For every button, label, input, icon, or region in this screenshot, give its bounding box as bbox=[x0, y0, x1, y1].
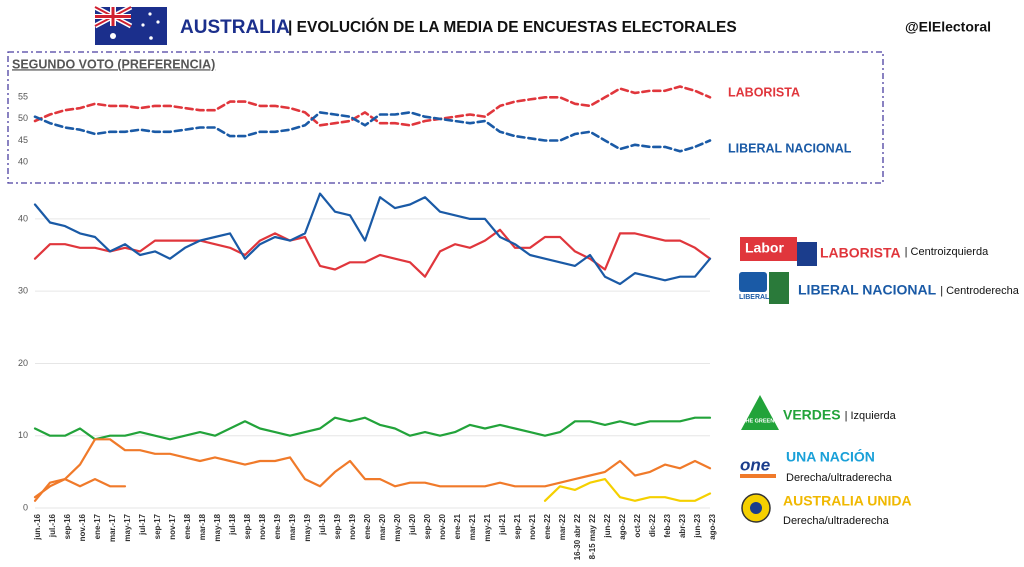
handle: @ElElectoral bbox=[905, 19, 991, 35]
x-tick-label: ene-22 bbox=[543, 513, 552, 539]
series-line bbox=[33, 85, 712, 127]
logo-one-nation: one bbox=[740, 455, 776, 478]
x-tick-label: jul-19 bbox=[318, 513, 327, 535]
x-tick-label: sep-16 bbox=[63, 513, 72, 539]
logo-bg bbox=[739, 272, 767, 292]
x-tick-label: ago-22 bbox=[618, 513, 627, 539]
x-tick-label: sep-21 bbox=[513, 513, 522, 539]
x-tick-label: jun-22 bbox=[603, 513, 612, 538]
series-line bbox=[33, 111, 712, 153]
x-tick-label: sep-20 bbox=[423, 513, 432, 539]
logo-text: LIBERAL bbox=[739, 294, 770, 301]
logo-text: one bbox=[740, 455, 770, 474]
logo-inner bbox=[750, 502, 762, 514]
x-tick-label: ene-19 bbox=[273, 513, 282, 539]
logo-text: THE GREENS bbox=[742, 418, 778, 424]
logo-bg bbox=[740, 237, 797, 261]
x-tick-label: nov-19 bbox=[348, 513, 357, 539]
x-tick-label: 16-30 abr 22 bbox=[573, 513, 582, 560]
x-tick-label: mar-21 bbox=[468, 513, 477, 540]
x-tick-label: mar.-17 bbox=[108, 513, 117, 542]
x-tick-label: dic-22 bbox=[648, 513, 657, 537]
legend-label: UNA NACIÓN bbox=[786, 448, 875, 465]
title-country: AUSTRALIA bbox=[180, 17, 290, 38]
logo-uap bbox=[741, 493, 771, 523]
logo-star-box bbox=[797, 242, 817, 266]
series-line bbox=[543, 478, 712, 502]
panel-frame bbox=[7, 51, 884, 184]
plots: 40 45 50 55 0 10 20 30 40 jun.-16 jul.-16 sep-16 nov… bbox=[18, 85, 1020, 560]
legend-label: AUSTRALIA UNIDA bbox=[783, 493, 912, 509]
y-tick-label: 30 bbox=[18, 286, 28, 296]
x-tick-label: nov.-16 bbox=[78, 513, 87, 541]
x-tick-label: nov-20 bbox=[438, 513, 447, 539]
y-tick-label: 45 bbox=[18, 135, 28, 145]
x-tick-label: mar-20 bbox=[378, 513, 387, 540]
x-tick-label: may-19 bbox=[303, 513, 312, 541]
x-tick-label: jul-17 bbox=[138, 513, 147, 535]
x-tick-label: may-20 bbox=[393, 513, 402, 541]
logo-lnp bbox=[769, 272, 789, 304]
y-tick-label: 40 bbox=[18, 213, 28, 223]
logo-bar bbox=[740, 474, 776, 478]
logo-bg bbox=[741, 395, 779, 430]
x-tick-label: nov-21 bbox=[528, 513, 537, 539]
y-tick-label: 10 bbox=[18, 430, 28, 440]
x-tick-label: nov-17 bbox=[168, 513, 177, 539]
series-line bbox=[33, 438, 712, 499]
x-tick-label: jul-18 bbox=[228, 513, 237, 535]
x-tick-label: may-18 bbox=[213, 513, 222, 541]
x-tick-label: sep-18 bbox=[243, 513, 252, 539]
series-label: LIBERAL NACIONAL bbox=[728, 141, 852, 155]
panel-title: SEGUNDO VOTO (PREFERENCIA) bbox=[12, 57, 215, 71]
logo-greens: THE GREENS bbox=[741, 395, 779, 430]
x-tick-label: may-17 bbox=[123, 513, 132, 541]
x-tick-label: abr-23 bbox=[678, 513, 687, 538]
x-tick-label: sep-17 bbox=[153, 513, 162, 539]
flag bbox=[93, 4, 167, 45]
logo-labor: Labor bbox=[740, 237, 817, 266]
legend-description: | Centroizquierda bbox=[905, 246, 989, 258]
logo-liberal: LIBERAL bbox=[739, 272, 789, 304]
x-tick-label: jul-21 bbox=[498, 513, 507, 535]
x-tick-label: ene-17 bbox=[93, 513, 102, 539]
x-tick-label: jul-20 bbox=[408, 513, 417, 535]
legend-description: | Izquierda bbox=[845, 410, 897, 422]
x-tick-label: ago-23 bbox=[708, 513, 717, 539]
x-tick-label: jul.-16 bbox=[48, 513, 57, 538]
y-tick-label: 0 bbox=[23, 502, 28, 512]
x-tick-label: mar-18 bbox=[198, 513, 207, 540]
x-tick-label: may-21 bbox=[483, 513, 492, 541]
legend-description: Derecha/ultraderecha bbox=[786, 472, 893, 484]
x-tick-label: 8-15 may 22 bbox=[588, 513, 597, 559]
y-tick-label: 40 bbox=[18, 156, 28, 166]
x-tick-label: ene-20 bbox=[363, 513, 372, 539]
legend-label: LABORISTA bbox=[820, 245, 901, 261]
x-tick-label: feb-23 bbox=[663, 513, 672, 537]
legend-description: | Centroderecha bbox=[940, 285, 1020, 297]
series-label: LABORISTA bbox=[728, 85, 800, 99]
logo-text: Labor bbox=[745, 240, 784, 256]
y-tick-label: 55 bbox=[18, 92, 28, 102]
legend-description: Derecha/ultraderecha bbox=[783, 515, 890, 527]
series-line bbox=[33, 478, 127, 502]
x-tick-label: jun-23 bbox=[693, 513, 702, 538]
y-tick-label: 20 bbox=[18, 358, 28, 368]
title: | EVOLUCIÓN DE LA MEDIA DE ENCUESTAS ELE… bbox=[288, 18, 737, 36]
y-tick-label: 50 bbox=[18, 113, 28, 123]
legend-label: VERDES bbox=[783, 407, 841, 423]
x-tick-label: jun.-16 bbox=[33, 513, 42, 540]
x-tick-label: ene-21 bbox=[453, 513, 462, 539]
x-tick-label: ene-18 bbox=[183, 513, 192, 539]
x-tick-label: sep-19 bbox=[333, 513, 342, 539]
x-tick-label: mar-22 bbox=[558, 513, 567, 540]
legend-label: LIBERAL NACIONAL bbox=[798, 282, 937, 298]
x-tick-label: mar-19 bbox=[288, 513, 297, 540]
x-tick-label: nov-18 bbox=[258, 513, 267, 539]
x-tick-label: oct-22 bbox=[633, 513, 642, 537]
series-line bbox=[33, 192, 712, 286]
series-line bbox=[33, 416, 712, 441]
